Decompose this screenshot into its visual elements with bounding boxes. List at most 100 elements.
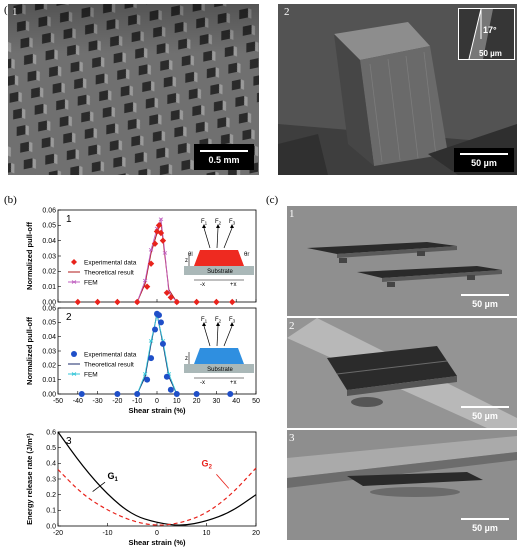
force-arrow xyxy=(216,227,219,249)
data-point xyxy=(151,240,159,247)
y-tick-label: 0.04 xyxy=(42,238,56,245)
pos-x-label: +x xyxy=(230,282,237,288)
plot-frame xyxy=(57,431,257,527)
data-point xyxy=(143,283,151,290)
force-label: F3 xyxy=(229,317,236,324)
y-tick-label: 0.01 xyxy=(42,377,56,384)
y-tick-label: 0.5 xyxy=(46,445,56,452)
scale-bar xyxy=(460,153,508,155)
data-point xyxy=(148,355,155,362)
x-tick-label: -10 xyxy=(132,398,142,405)
data-point xyxy=(155,222,163,229)
x-tick-label: -40 xyxy=(73,398,83,405)
force-arrow xyxy=(216,325,219,347)
series-label-arrow xyxy=(216,474,230,489)
legend-label: FEM xyxy=(84,280,98,287)
x-tick-label: 0 xyxy=(155,398,159,405)
sem-image-tilted-pillar: 2 17° 50 µm 50 µm xyxy=(278,4,517,175)
data-point xyxy=(94,298,101,306)
y-tick-label: 0.1 xyxy=(46,508,56,515)
data-point xyxy=(159,340,166,347)
force-label: F2 xyxy=(215,317,222,324)
z-label: z xyxy=(185,258,188,264)
data-point xyxy=(157,229,165,237)
x-tick-label: 40 xyxy=(232,398,240,405)
data-point xyxy=(173,391,180,397)
y-tick-label: 0.01 xyxy=(42,284,56,291)
x-tick-label: 20 xyxy=(252,530,260,537)
force-arrow-head xyxy=(230,322,234,326)
image-number: 2 xyxy=(284,6,290,18)
x-tick-label: -10 xyxy=(102,530,112,537)
data-point xyxy=(114,298,121,306)
y-tick-label: 0.2 xyxy=(46,492,56,499)
data-point xyxy=(152,326,159,333)
data-point xyxy=(144,376,151,383)
data-point xyxy=(159,237,167,244)
data-point xyxy=(173,298,180,306)
fem-point xyxy=(142,372,148,376)
fem-point xyxy=(142,278,148,283)
data-point xyxy=(78,391,85,397)
inset-angle: 17° xyxy=(483,25,497,35)
y-tick-label: 0.06 xyxy=(42,207,56,214)
scale-label: 50 µm xyxy=(472,523,498,533)
pillar-schematic xyxy=(194,348,244,364)
y-tick-label: 0.03 xyxy=(42,253,56,260)
y-axis-label: Normalized pull-off xyxy=(25,317,34,385)
sem-image-plates-3: 3 50 µm xyxy=(287,430,517,540)
fem-point xyxy=(148,339,154,343)
image-number: 1 xyxy=(12,6,18,18)
legend-marker xyxy=(71,351,77,357)
series-curve xyxy=(57,467,257,526)
y-tick-label: 0.06 xyxy=(42,305,56,312)
x-tick-label: -20 xyxy=(112,398,122,405)
legend-marker xyxy=(71,372,77,376)
force-arrow xyxy=(203,325,211,347)
x-tick-label: 50 xyxy=(252,398,260,405)
y-tick-label: 0.6 xyxy=(46,429,56,436)
scale-label: 0.5 mm xyxy=(208,155,240,165)
data-point xyxy=(157,319,164,326)
data-point xyxy=(213,298,220,306)
neg-x-label: -x xyxy=(200,380,205,386)
neg-x-label: -x xyxy=(200,282,205,288)
fem-point xyxy=(162,251,168,255)
scale-bar-box: 50 µm xyxy=(454,148,514,172)
sem-image-plates-2: 2 50 µm xyxy=(287,318,517,428)
force-label: F1 xyxy=(201,317,208,324)
x-tick-label: -20 xyxy=(53,530,63,537)
fem-point xyxy=(148,248,154,252)
series-label-arrow xyxy=(92,481,106,492)
legend-label: Experimental data xyxy=(84,352,137,359)
data-point xyxy=(229,298,236,306)
x-tick-label: 10 xyxy=(173,398,181,405)
theory-line xyxy=(136,313,178,395)
data-point xyxy=(153,228,161,235)
scale-label: 50 µm xyxy=(471,158,497,168)
data-point xyxy=(74,298,81,306)
fem-point xyxy=(158,217,164,222)
y-tick-label: 0.02 xyxy=(42,363,56,370)
chart-number: 1 xyxy=(66,214,72,225)
data-point xyxy=(134,298,141,306)
y-axis-label: Energy release rate (J/m²) xyxy=(25,433,34,525)
force-label: F1 xyxy=(201,219,208,226)
x-axis-label: Shear strain (%) xyxy=(128,406,186,415)
image-number: 3 xyxy=(289,432,295,444)
substrate-label: Substrate xyxy=(207,269,233,275)
scale-bar xyxy=(461,518,509,520)
force-arrow xyxy=(223,227,233,249)
y-tick-label: 0.02 xyxy=(42,269,56,276)
scale-bar-box: 0.5 mm xyxy=(194,144,254,170)
y-tick-label: 0.05 xyxy=(42,223,56,230)
y-tick-label: 0.04 xyxy=(42,334,56,341)
data-point xyxy=(227,391,234,397)
panel-c-label: (c) xyxy=(266,194,279,206)
image-number: 1 xyxy=(289,208,295,220)
force-arrow-head xyxy=(216,224,220,228)
legend-marker xyxy=(71,280,77,284)
series-curve xyxy=(57,431,257,526)
substrate xyxy=(184,266,254,275)
inset-image: 17° 50 µm xyxy=(458,8,515,60)
